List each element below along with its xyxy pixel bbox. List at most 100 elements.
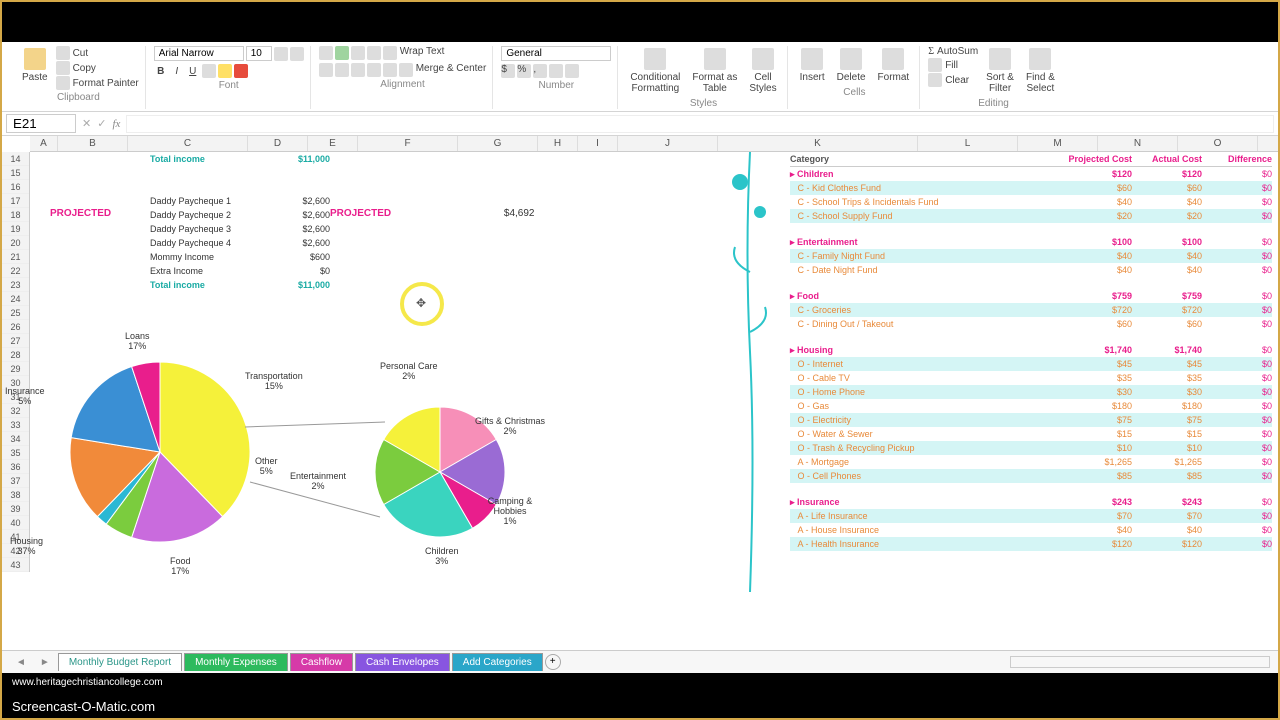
- category-row[interactable]: A - Mortgage$1,265$1,265$0: [790, 455, 1272, 469]
- name-box[interactable]: [6, 114, 76, 133]
- excel-app: Paste Cut Copy Format Painter Clipboard: [2, 42, 1278, 673]
- formula-bar: ✕ ✓ fx: [2, 112, 1278, 136]
- align-right-icon[interactable]: [351, 63, 365, 77]
- category-row[interactable]: O - Cell Phones$85$85$0: [790, 469, 1272, 483]
- cell-styles-button[interactable]: Cell Styles: [745, 46, 780, 96]
- pie-label: Personal Care2%: [380, 362, 438, 382]
- category-row[interactable]: C - Date Night Fund$40$40$0: [790, 263, 1272, 277]
- sheet-tab[interactable]: Add Categories: [452, 653, 543, 671]
- comma-icon[interactable]: ,: [533, 64, 547, 78]
- category-row[interactable]: A - House Insurance$40$40$0: [790, 523, 1272, 537]
- enter-icon[interactable]: ✓: [97, 117, 106, 130]
- category-row[interactable]: O - Home Phone$30$30$0: [790, 385, 1272, 399]
- category-row[interactable]: O - Gas$180$180$0: [790, 399, 1272, 413]
- sheet-tab[interactable]: Monthly Expenses: [184, 653, 288, 671]
- sheet-tab[interactable]: Cash Envelopes: [355, 653, 450, 671]
- income-row-value: $0: [270, 266, 330, 276]
- font-color-icon[interactable]: [234, 64, 248, 78]
- currency-icon[interactable]: $: [501, 64, 515, 78]
- cancel-icon[interactable]: ✕: [82, 117, 91, 130]
- column-headers[interactable]: ABCDEFGHIJKLMNO: [30, 136, 1278, 152]
- fill-color-icon[interactable]: [218, 64, 232, 78]
- clear-button[interactable]: Clear: [928, 73, 978, 87]
- category-row[interactable]: ▸ Entertainment$100$100$0: [790, 235, 1272, 249]
- category-row[interactable]: C - Dining Out / Takeout$60$60$0: [790, 317, 1272, 331]
- category-row[interactable]: O - Internet$45$45$0: [790, 357, 1272, 371]
- category-row[interactable]: C - Family Night Fund$40$40$0: [790, 249, 1272, 263]
- wrap-text-button[interactable]: Wrap Text: [383, 46, 445, 60]
- total-income-top-label: Total income: [150, 154, 270, 164]
- category-row[interactable]: A - Health Insurance$120$120$0: [790, 537, 1272, 551]
- category-row[interactable]: ▸ Insurance$243$243$0: [790, 495, 1272, 509]
- align-left-icon[interactable]: [319, 63, 333, 77]
- formula-input[interactable]: [126, 115, 1274, 133]
- align-bot-icon[interactable]: [351, 46, 365, 60]
- align-top-icon[interactable]: [319, 46, 333, 60]
- paste-button[interactable]: Paste: [18, 46, 52, 85]
- italic-button[interactable]: I: [170, 66, 184, 77]
- grid-content[interactable]: Total income$11,000 PROJECTED Daddy Payc…: [30, 152, 1278, 650]
- orientation-icon[interactable]: [367, 46, 381, 60]
- merge-center-button[interactable]: Merge & Center: [399, 63, 487, 77]
- underline-button[interactable]: U: [186, 66, 200, 77]
- tab-nav-next[interactable]: ►: [34, 657, 56, 668]
- font-name-select[interactable]: [154, 46, 244, 61]
- category-row[interactable]: C - School Supply Fund$20$20$0: [790, 209, 1272, 223]
- sort-filter-button[interactable]: Sort & Filter: [982, 46, 1018, 96]
- shrink-font-icon[interactable]: [290, 47, 304, 61]
- cut-button[interactable]: Cut: [56, 46, 139, 60]
- copy-icon: [56, 61, 70, 75]
- cat-header-difference[interactable]: Difference: [1202, 154, 1272, 164]
- format-painter-button[interactable]: Format Painter: [56, 76, 139, 90]
- decimal-dec-icon[interactable]: [565, 64, 579, 78]
- row-headers[interactable]: 1415161718192021222324252627282930313233…: [2, 152, 30, 572]
- align-mid-icon[interactable]: [335, 46, 349, 60]
- horizontal-scrollbar[interactable]: [1010, 656, 1270, 668]
- copy-button[interactable]: Copy: [56, 61, 139, 75]
- tab-nav-prev[interactable]: ◄: [10, 657, 32, 668]
- find-select-button[interactable]: Find & Select: [1022, 46, 1059, 96]
- cat-header-actual[interactable]: Actual Cost: [1132, 154, 1202, 164]
- bold-button[interactable]: B: [154, 66, 168, 77]
- percent-icon[interactable]: %: [517, 64, 531, 78]
- font-size-select[interactable]: [246, 46, 272, 61]
- insert-button[interactable]: Insert: [796, 46, 829, 85]
- category-row[interactable]: C - School Trips & Incidentals Fund$40$4…: [790, 195, 1272, 209]
- category-row[interactable]: O - Water & Sewer$15$15$0: [790, 427, 1272, 441]
- fx-icon[interactable]: fx: [112, 118, 120, 130]
- add-sheet-button[interactable]: +: [545, 654, 561, 670]
- category-row[interactable]: C - Kid Clothes Fund$60$60$0: [790, 181, 1272, 195]
- sheet-area[interactable]: ABCDEFGHIJKLMNO 141516171819202122232425…: [2, 136, 1278, 650]
- decimal-inc-icon[interactable]: [549, 64, 563, 78]
- border-icon[interactable]: [202, 64, 216, 78]
- category-row[interactable]: ▸ Children$120$120$0: [790, 167, 1272, 181]
- category-row[interactable]: A - Life Insurance$70$70$0: [790, 509, 1272, 523]
- format-as-table-button[interactable]: Format as Table: [688, 46, 741, 96]
- category-row[interactable]: O - Trash & Recycling Pickup$10$10$0: [790, 441, 1272, 455]
- conditional-formatting-button[interactable]: Conditional Formatting: [626, 46, 684, 96]
- grow-font-icon[interactable]: [274, 47, 288, 61]
- sheet-tab[interactable]: Monthly Budget Report: [58, 653, 182, 671]
- binoculars-icon: [1029, 48, 1051, 70]
- sheet-tab[interactable]: Cashflow: [290, 653, 353, 671]
- pie-label: Loans17%: [125, 332, 150, 352]
- delete-button[interactable]: Delete: [833, 46, 870, 85]
- format-button[interactable]: Format: [874, 46, 914, 85]
- category-row[interactable]: C - Groceries$720$720$0: [790, 303, 1272, 317]
- cat-header-projected[interactable]: Projected Cost: [1062, 154, 1132, 164]
- indent-dec-icon[interactable]: [367, 63, 381, 77]
- category-row[interactable]: ▸ Housing$1,740$1,740$0: [790, 343, 1272, 357]
- pie-label: Camping & Hobbies1%: [470, 497, 550, 527]
- fill-button[interactable]: Fill: [928, 58, 978, 72]
- letterbox-top: [2, 2, 1278, 42]
- number-format-select[interactable]: [501, 46, 611, 61]
- cat-header-category[interactable]: Category: [790, 154, 1062, 164]
- income-row-value: $2,600: [270, 196, 330, 206]
- align-center-icon[interactable]: [335, 63, 349, 77]
- indent-inc-icon[interactable]: [383, 63, 397, 77]
- category-row[interactable]: O - Cable TV$35$35$0: [790, 371, 1272, 385]
- autosum-button[interactable]: Σ AutoSum: [928, 46, 978, 57]
- category-row[interactable]: O - Electricity$75$75$0: [790, 413, 1272, 427]
- category-row[interactable]: ▸ Food$759$759$0: [790, 289, 1272, 303]
- pie-label: Other5%: [255, 457, 278, 477]
